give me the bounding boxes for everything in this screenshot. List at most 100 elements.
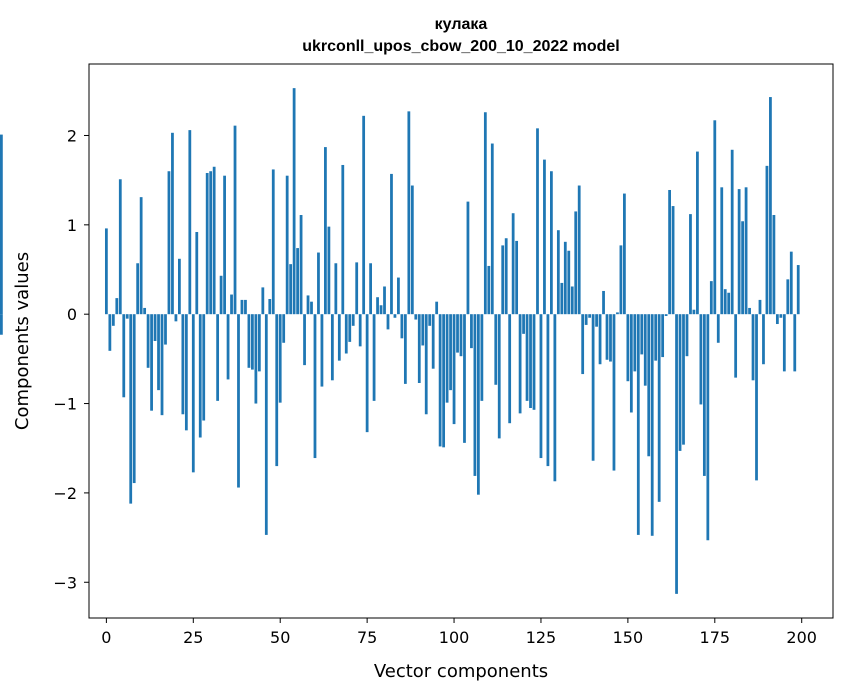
bar-28: [202, 314, 206, 421]
bar-13: [150, 314, 153, 411]
bar-32: [216, 314, 220, 401]
bar-157: [650, 314, 654, 536]
bar-111: [490, 143, 494, 315]
bar-195: [782, 314, 786, 372]
bar-106: [473, 314, 477, 476]
bar-75: [365, 314, 369, 433]
bar-181: [734, 314, 738, 378]
y-tick-label: −3: [53, 573, 77, 592]
bar-109: [483, 112, 487, 315]
bar-53: [289, 264, 293, 315]
bar-54: [292, 88, 296, 315]
bar-82: [390, 173, 393, 315]
bar-187: [755, 314, 758, 481]
bar-31: [212, 166, 216, 315]
x-tick-label: 50: [270, 628, 290, 647]
y-tick-label: 2: [67, 126, 77, 145]
bar-38: [237, 314, 240, 488]
bar-116: [508, 314, 512, 424]
bar-14: [153, 314, 157, 341]
bar-33: [219, 275, 223, 315]
bar-16: [160, 314, 164, 416]
bar-58: [306, 295, 310, 315]
bar-199: [796, 265, 800, 315]
bar-178: [723, 289, 727, 315]
bar-26: [195, 231, 199, 315]
bar-63: [324, 147, 327, 315]
bar-129: [553, 314, 557, 482]
bar-161: [664, 314, 668, 316]
bar-153: [636, 314, 640, 535]
bar-94: [431, 314, 435, 369]
bar-122: [529, 314, 532, 409]
x-tick-label: 75: [357, 628, 377, 647]
bar-34: [223, 175, 226, 315]
y-tick-label: −2: [53, 484, 77, 503]
y-tick-label: 0: [67, 305, 77, 324]
bar-141: [595, 314, 598, 327]
bar-18: [167, 171, 171, 315]
bar-192: [772, 215, 776, 315]
bar-125: [539, 314, 543, 459]
bar-19: [171, 132, 174, 315]
bar-48: [271, 169, 275, 315]
bar-20: [174, 314, 178, 322]
bar-50: [278, 314, 282, 403]
bar-23: [184, 314, 188, 431]
bar-184: [744, 187, 748, 315]
bar-4: [118, 179, 122, 315]
bar-55: [296, 248, 299, 315]
bar-171: [699, 314, 703, 405]
bar-65: [330, 314, 334, 381]
bar-173: [706, 314, 710, 541]
bar-120: [522, 314, 525, 334]
bar-143: [602, 290, 605, 315]
x-axis: 0 25 50 75 100 125 150 175 200: [101, 618, 817, 647]
bar-124: [536, 128, 539, 315]
bar-86: [403, 314, 407, 384]
bar-91: [421, 314, 425, 346]
bar-115: [504, 238, 508, 315]
bar-144: [605, 314, 609, 360]
bar-1: [108, 314, 112, 351]
bar-136: [577, 185, 581, 315]
bar-51: [282, 314, 286, 343]
bar-60: [313, 314, 317, 459]
bar-146: [612, 314, 616, 471]
bar-30: [209, 171, 213, 315]
bar-123: [532, 314, 536, 410]
bar-70: [348, 314, 352, 342]
bar-10: [139, 197, 143, 315]
bar-133: [567, 250, 571, 315]
bar-185: [748, 307, 751, 315]
bar-131: [560, 282, 564, 315]
bar-71: [351, 314, 355, 326]
bar-3: [115, 298, 119, 315]
bar-135: [574, 211, 578, 315]
bar-114: [501, 245, 505, 315]
bar-100: [452, 314, 456, 425]
bar-127: [546, 314, 550, 467]
bar-189: [762, 314, 765, 365]
bar-163: [671, 206, 675, 315]
bar-64: [327, 226, 331, 315]
bar-24: [188, 130, 192, 315]
bar-36: [230, 294, 233, 315]
bar-110: [487, 265, 491, 315]
bar-105: [470, 314, 473, 349]
bar-180: [730, 149, 734, 315]
bar-152: [633, 314, 637, 372]
bar-172: [702, 314, 706, 476]
bar-92: [424, 314, 428, 415]
bar-168: [689, 214, 692, 315]
bar-47: [268, 299, 272, 315]
bar-108: [480, 314, 484, 401]
bar-90: [417, 314, 421, 383]
bar-99: [449, 314, 452, 391]
y-tick-label: −1: [53, 395, 77, 414]
bars: [0, 88, 800, 594]
bar-151: [629, 314, 633, 413]
bar-79: [379, 305, 383, 315]
